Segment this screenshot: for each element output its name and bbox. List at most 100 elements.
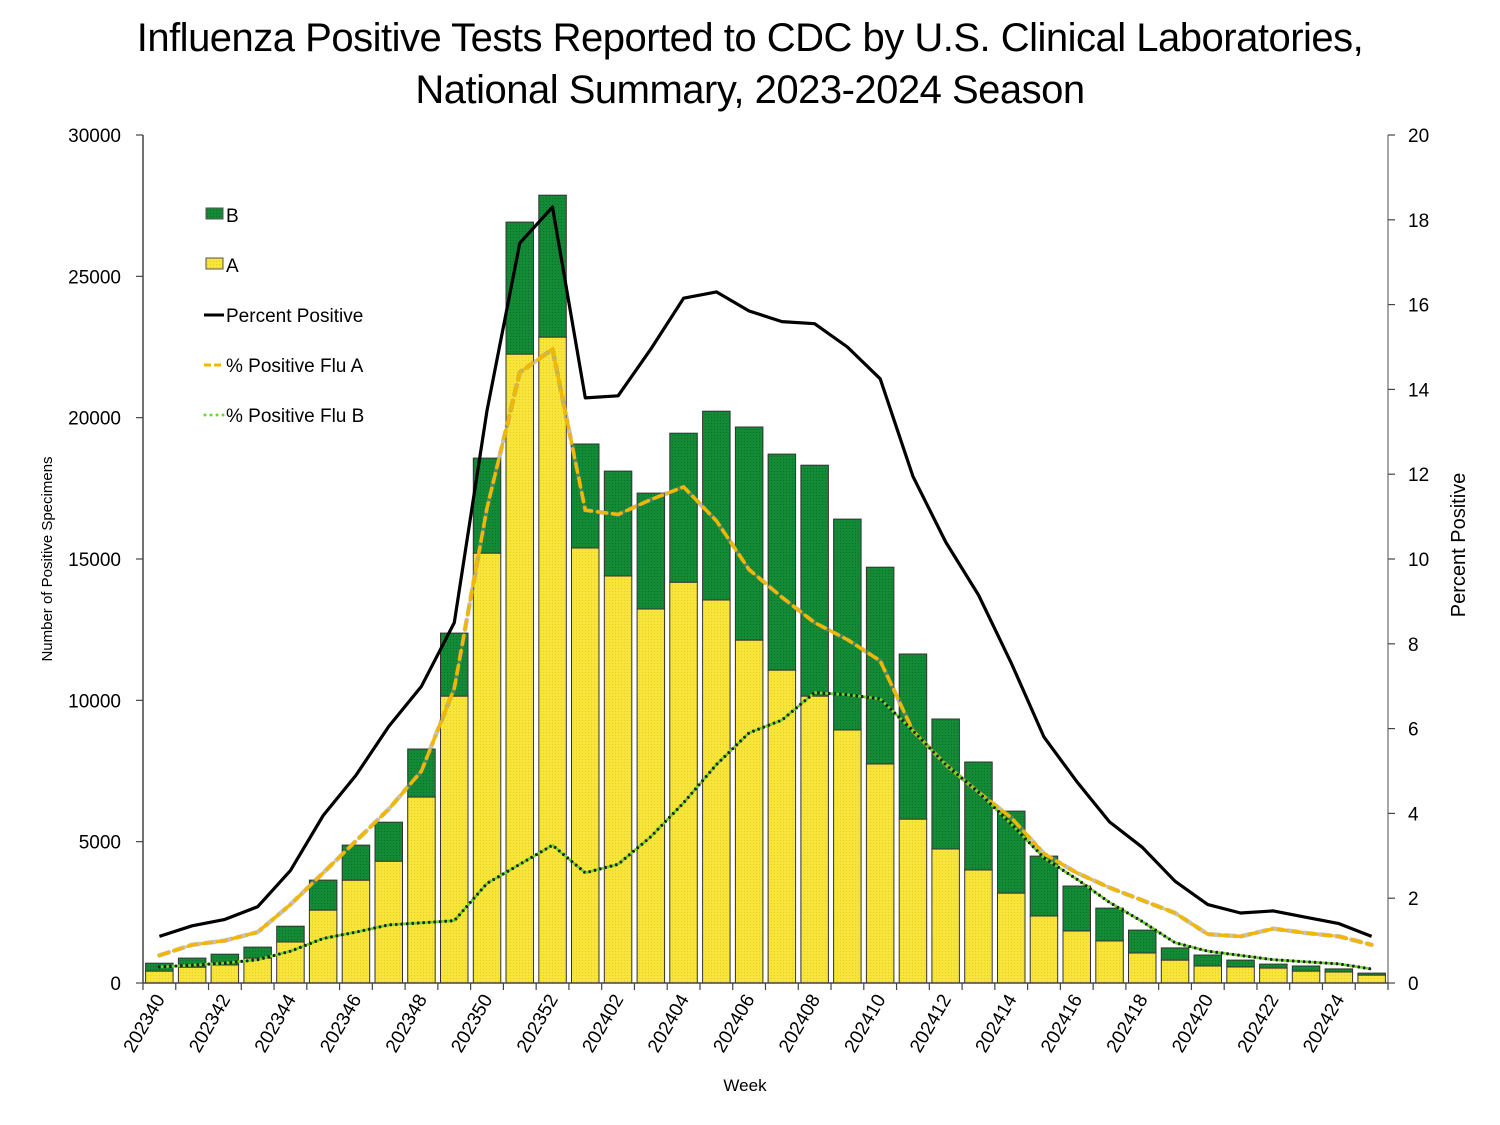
x-tick-label: 202424	[1299, 991, 1349, 1057]
bar-b-202412	[931, 718, 960, 850]
y2-tick-label: 16	[1408, 296, 1429, 317]
bar-a-202348	[407, 796, 436, 984]
lines-group	[157, 205, 1374, 971]
y2-tick-label: 14	[1408, 380, 1430, 401]
y2-tick-label: 8	[1408, 635, 1419, 656]
line-positive-flu-a-shadow	[157, 345, 1374, 958]
bar-a-202407	[767, 669, 797, 984]
bar-b-202344	[276, 925, 305, 943]
x-ticks: 202340 202342 202344 202346 202348 202350 2023…	[120, 983, 1389, 1057]
x-tick-label: 202344	[251, 991, 301, 1057]
y-tick-label: 10000	[68, 691, 121, 712]
right-y-ticks: 0 2 4 6 8 10 12 14 16 18 20	[1388, 126, 1430, 995]
x-tick-label: 202348	[382, 991, 432, 1056]
bar-a-202351	[505, 353, 534, 984]
bar-b-202419	[1160, 947, 1190, 961]
y-axis-title: Number of Positive Specimens	[39, 456, 56, 661]
bar-b-202415	[1029, 855, 1059, 917]
bar-a-202403	[636, 608, 666, 984]
bar-a-202342	[210, 964, 240, 984]
bar-a-202350	[472, 552, 502, 984]
bar-b-202406	[734, 426, 764, 641]
line-positive-flu-b-shadow	[157, 690, 1374, 971]
x-tick-label: 202414	[972, 991, 1022, 1057]
bar-b-202425	[1357, 972, 1386, 976]
x-tick-label: 202350	[447, 991, 497, 1056]
x-axis-title: Week	[723, 1076, 767, 1095]
bar-b-202402	[603, 470, 633, 577]
y2-tick-label: 6	[1408, 720, 1419, 741]
bar-a-202413	[964, 869, 993, 984]
bar-a-202341	[177, 966, 207, 984]
bar-a-202412	[931, 848, 960, 984]
bar-a-202405	[702, 599, 731, 984]
bar-a-202340	[145, 970, 174, 984]
y2-tick-label: 20	[1408, 126, 1429, 147]
y-tick-label: 20000	[68, 409, 121, 430]
bar-a-202408	[800, 695, 829, 984]
x-tick-label: 202416	[1037, 991, 1087, 1056]
bar-a-202425	[1357, 974, 1386, 984]
bar-a-202401	[571, 547, 600, 984]
bar-a-202404	[669, 581, 698, 984]
legend-label-positive-flu-a: % Positive Flu A	[226, 356, 364, 377]
bar-a-202416	[1062, 930, 1091, 984]
y2-tick-label: 18	[1408, 211, 1429, 232]
bar-b-202421	[1226, 959, 1255, 968]
legend-swatch-a	[205, 257, 224, 270]
y-tick-label: 25000	[68, 267, 121, 288]
bar-a-202402	[603, 575, 633, 984]
bar-a-202409	[833, 729, 862, 984]
y2-tick-label: 12	[1408, 465, 1429, 486]
bar-a-202423	[1291, 970, 1321, 984]
bar-b-202416	[1062, 885, 1091, 932]
bar-a-202421	[1226, 966, 1255, 984]
bar-b-202404	[669, 432, 698, 583]
chart-title: Influenza Positive Tests Reported to CDC…	[0, 12, 1500, 116]
y2-axis-title: Percent Positive	[1448, 473, 1470, 618]
legend-label-positive-flu-b: % Positive Flu B	[226, 406, 364, 427]
bar-b-202341	[177, 957, 207, 968]
x-tick-label: 202418	[1103, 991, 1153, 1056]
legend-label-a: A	[226, 256, 239, 277]
x-tick-label: 202410	[841, 991, 891, 1056]
x-tick-label: 202412	[906, 991, 956, 1056]
bar-b-202413	[964, 761, 993, 871]
y2-tick-label: 4	[1408, 804, 1419, 825]
bar-a-202419	[1160, 959, 1190, 984]
bar-a-202349	[440, 695, 469, 984]
bar-a-202418	[1128, 952, 1157, 984]
y2-tick-label: 0	[1408, 974, 1419, 995]
bar-a-202411	[898, 818, 928, 984]
legend-label-percent-positive: Percent Positive	[226, 306, 363, 327]
legend-label-b: B	[226, 206, 239, 227]
bar-b-202409	[833, 518, 862, 731]
x-tick-label: 202408	[775, 991, 825, 1056]
bar-a-202422	[1259, 967, 1288, 984]
bar-a-202415	[1029, 915, 1059, 984]
bar-a-202345	[308, 909, 338, 984]
y-tick-label: 5000	[79, 833, 121, 854]
legend-swatch-b	[205, 207, 224, 220]
x-tick-label: 202342	[185, 991, 235, 1056]
bar-b-202422	[1259, 963, 1288, 969]
bar-a-202352	[538, 336, 567, 984]
left-y-ticks: 0 5000 10000 15000 20000 25000 30000	[68, 126, 143, 995]
bar-b-202407	[767, 453, 797, 671]
x-tick-label: 202406	[710, 991, 760, 1056]
chart-title-line-2: National Summary, 2023-2024 Season	[415, 68, 1085, 112]
x-tick-label: 202402	[579, 991, 629, 1056]
axes-group	[142, 135, 1389, 984]
y-tick-label: 0	[110, 974, 121, 995]
x-tick-label: 202340	[120, 991, 170, 1056]
bar-b-202417	[1095, 907, 1124, 942]
x-tick-label: 202404	[644, 991, 694, 1057]
y2-tick-label: 10	[1408, 550, 1429, 571]
bar-a-202420	[1193, 965, 1222, 984]
chart-title-line-1: Influenza Positive Tests Reported to CDC…	[136, 16, 1364, 60]
line-percent-positive	[158, 205, 1373, 938]
bar-a-202417	[1095, 940, 1124, 984]
bar-a-202406	[734, 639, 764, 984]
line-positive-flu-b	[157, 691, 1374, 971]
